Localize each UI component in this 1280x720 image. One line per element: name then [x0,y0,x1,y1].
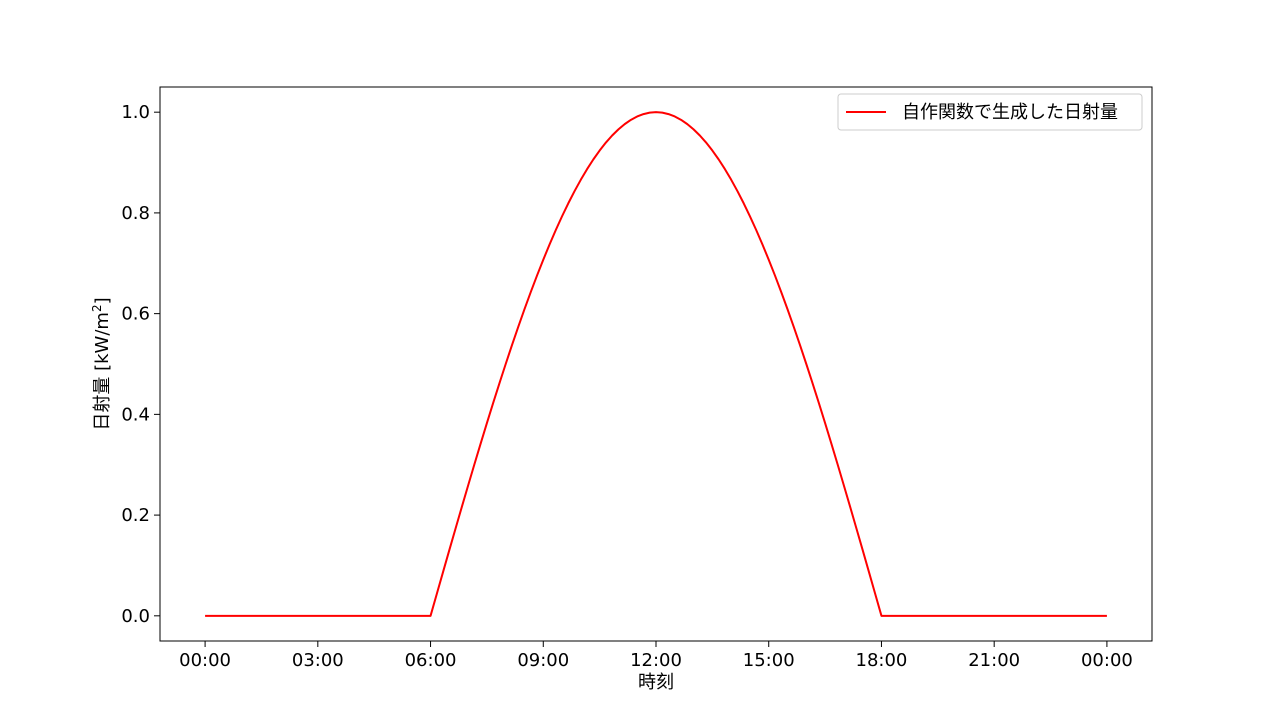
x-tick-label: 09:00 [517,650,569,671]
x-axis: 00:00 03:00 06:00 09:00 12:00 15:00 18:00 21:00… [179,641,1133,671]
y-tick-label: 0.2 [121,505,150,526]
series-line [205,111,1107,617]
y-tick-label: 0.4 [121,404,150,425]
y-axis-label: 日射量 [kW/m2] [90,297,113,430]
x-tick-label: 06:00 [405,650,457,671]
x-tick-label: 18:00 [856,650,908,671]
x-axis-label: 時刻 [638,672,674,693]
legend-label: 自作関数で生成した日射量 [902,102,1118,123]
y-tick-label: 0.8 [121,203,150,224]
x-tick-label: 21:00 [968,650,1020,671]
x-tick-label: 00:00 [1081,650,1133,671]
y-tick-label: 0.6 [121,304,150,325]
x-tick-label: 12:00 [630,650,682,671]
legend-box [837,93,1143,131]
series-layer [205,111,1107,617]
x-tick-label: 03:00 [292,650,344,671]
x-tick-label: 00:00 [179,650,231,671]
y-tick-label: 1.0 [121,102,150,123]
plot-frame [159,86,1153,642]
x-tick-label: 15:00 [743,650,795,671]
legend: 自作関数で生成した日射量 [837,93,1143,131]
y-axis: 0.0 0.2 0.4 0.6 0.8 1.0 [121,102,160,627]
y-tick-label: 0.0 [121,606,150,627]
